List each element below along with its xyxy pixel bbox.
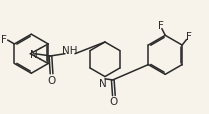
Text: F: F	[158, 21, 164, 30]
Text: F: F	[1, 35, 7, 45]
Text: NH: NH	[62, 46, 78, 56]
Text: N: N	[99, 78, 107, 88]
Text: N: N	[30, 49, 38, 59]
Text: O: O	[47, 75, 56, 85]
Text: O: O	[110, 96, 118, 106]
Text: F: F	[186, 31, 192, 41]
